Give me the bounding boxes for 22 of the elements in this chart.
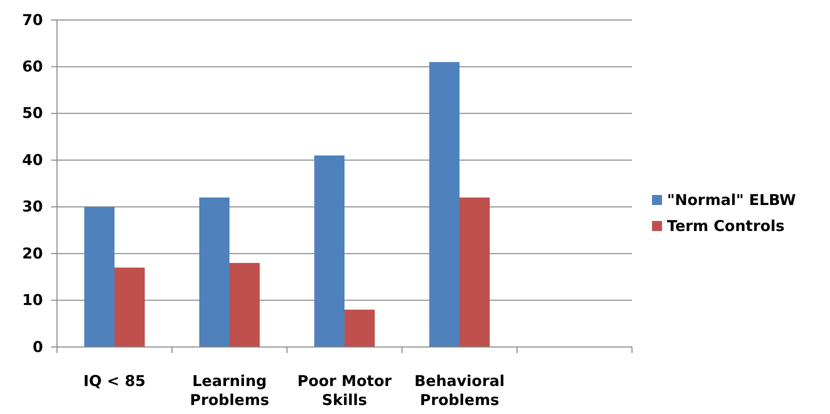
bar xyxy=(84,206,114,347)
x-tick-label: Behavioral Problems xyxy=(414,372,505,409)
x-tick-label: IQ < 85 xyxy=(83,372,146,390)
y-tick-label: 10 xyxy=(22,291,43,310)
bar xyxy=(314,155,344,347)
x-tick-label: Poor Motor Skills xyxy=(297,372,392,409)
bar xyxy=(114,268,145,347)
bar xyxy=(460,198,490,347)
legend-label: "Normal" ELBW xyxy=(667,191,796,209)
bar xyxy=(199,198,230,347)
y-tick-label: 70 xyxy=(22,10,43,29)
y-tick-label: 20 xyxy=(22,244,43,262)
y-tick-label: 60 xyxy=(22,58,43,76)
bar xyxy=(230,262,260,347)
y-tick-label: 40 xyxy=(22,150,43,169)
y-tick-label: 50 xyxy=(22,104,43,122)
bar xyxy=(344,310,375,347)
y-tick-label: 0 xyxy=(32,338,43,356)
x-tick-label: Learning Problems xyxy=(190,372,270,409)
legend-label: Term Controls xyxy=(667,217,785,235)
y-tick-label: 30 xyxy=(22,198,43,216)
bar xyxy=(429,62,460,347)
